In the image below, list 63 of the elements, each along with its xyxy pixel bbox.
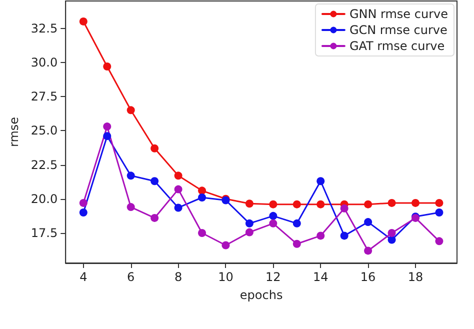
point [435, 237, 444, 246]
point [103, 122, 112, 131]
x-tick-label: 6 [127, 270, 135, 284]
y-tick-label: 22.5 [30, 158, 58, 172]
x-tick-label: 14 [312, 270, 328, 284]
point [245, 200, 254, 208]
point [198, 186, 206, 195]
point [364, 218, 372, 226]
x-tick-label: 18 [408, 270, 424, 284]
point [245, 228, 254, 236]
legend-label: GNN rmse curve [349, 7, 448, 21]
x-tick-label: 4 [80, 270, 88, 284]
point [126, 106, 135, 114]
point [126, 172, 135, 180]
point [269, 200, 278, 208]
point [269, 212, 278, 220]
y-tick-label: 32.5 [30, 21, 58, 36]
point [388, 228, 396, 237]
point [340, 204, 348, 212]
y-tick-label: 27.5 [30, 90, 58, 104]
point [245, 219, 254, 228]
x-tick-label: 8 [174, 270, 182, 284]
point [126, 203, 135, 212]
point [388, 198, 396, 207]
point [79, 17, 88, 26]
point [174, 172, 182, 180]
y-axis-title: rmse [7, 116, 21, 148]
y-tick-label: 17.5 [30, 226, 58, 240]
point [364, 200, 372, 208]
point [79, 208, 88, 217]
point [435, 208, 444, 217]
x-axis-title: epochs [240, 288, 283, 302]
point [103, 62, 112, 70]
point [269, 219, 278, 228]
x-tick-label: 10 [218, 270, 234, 284]
point [198, 194, 206, 202]
legend-label: GAT rmse curve [349, 39, 445, 53]
x-tick-label: 12 [266, 270, 281, 284]
point [222, 241, 230, 250]
point [316, 200, 325, 208]
point [316, 232, 325, 240]
point [174, 204, 182, 212]
point [316, 177, 325, 186]
point [150, 177, 159, 186]
point [198, 228, 206, 237]
point [364, 246, 372, 255]
point [103, 132, 112, 140]
point [79, 198, 88, 207]
point [292, 200, 301, 208]
point [150, 214, 159, 222]
point [292, 219, 301, 228]
point [388, 236, 396, 244]
y-tick-label: 25.0 [30, 124, 58, 138]
point [412, 198, 420, 207]
legend-label: GCN rmse curve [349, 23, 448, 37]
point [150, 144, 159, 152]
point [174, 185, 182, 194]
y-tick-label: 30.0 [30, 55, 58, 70]
point [435, 198, 444, 207]
point [340, 232, 348, 240]
x-tick-label: 16 [360, 270, 376, 284]
y-tick-label: 20.0 [30, 192, 58, 206]
point [292, 240, 301, 248]
